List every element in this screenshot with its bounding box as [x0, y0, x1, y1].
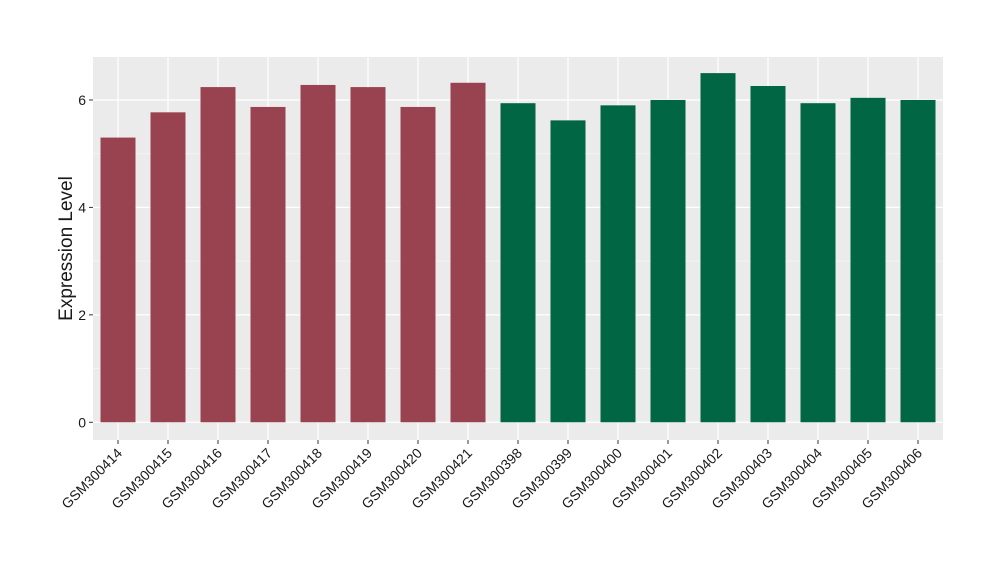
- y-axis-title: Expression Level: [56, 176, 77, 321]
- bar-GSM300404: [800, 103, 836, 423]
- bar-GSM300414: [100, 137, 136, 423]
- bars: [100, 73, 936, 423]
- bar-GSM300399: [550, 120, 586, 423]
- y-tick-label: 2: [78, 307, 86, 323]
- x-axis: GSM300414GSM300415GSM300416GSM300417GSM3…: [58, 440, 925, 512]
- bar-GSM300405: [850, 97, 886, 423]
- bar-GSM300420: [400, 106, 436, 423]
- bar-GSM300419: [350, 87, 386, 423]
- bar-GSM300416: [200, 87, 236, 423]
- y-tick-label: 4: [78, 199, 86, 215]
- bar-GSM300421: [450, 82, 486, 423]
- y-axis: 0 2 4 6: [78, 92, 93, 430]
- bar-GSM300406: [900, 99, 936, 423]
- bar-GSM300415: [150, 112, 186, 423]
- bar-GSM300403: [750, 86, 786, 423]
- bar-GSM300398: [500, 103, 536, 423]
- bar-GSM300400: [600, 105, 636, 423]
- y-tick-label: 6: [78, 92, 86, 108]
- bar-GSM300402: [700, 73, 736, 423]
- bar-GSM300418: [300, 84, 336, 423]
- bar-GSM300401: [650, 99, 686, 423]
- y-tick-label: 0: [78, 414, 86, 430]
- bar-GSM300417: [250, 106, 286, 423]
